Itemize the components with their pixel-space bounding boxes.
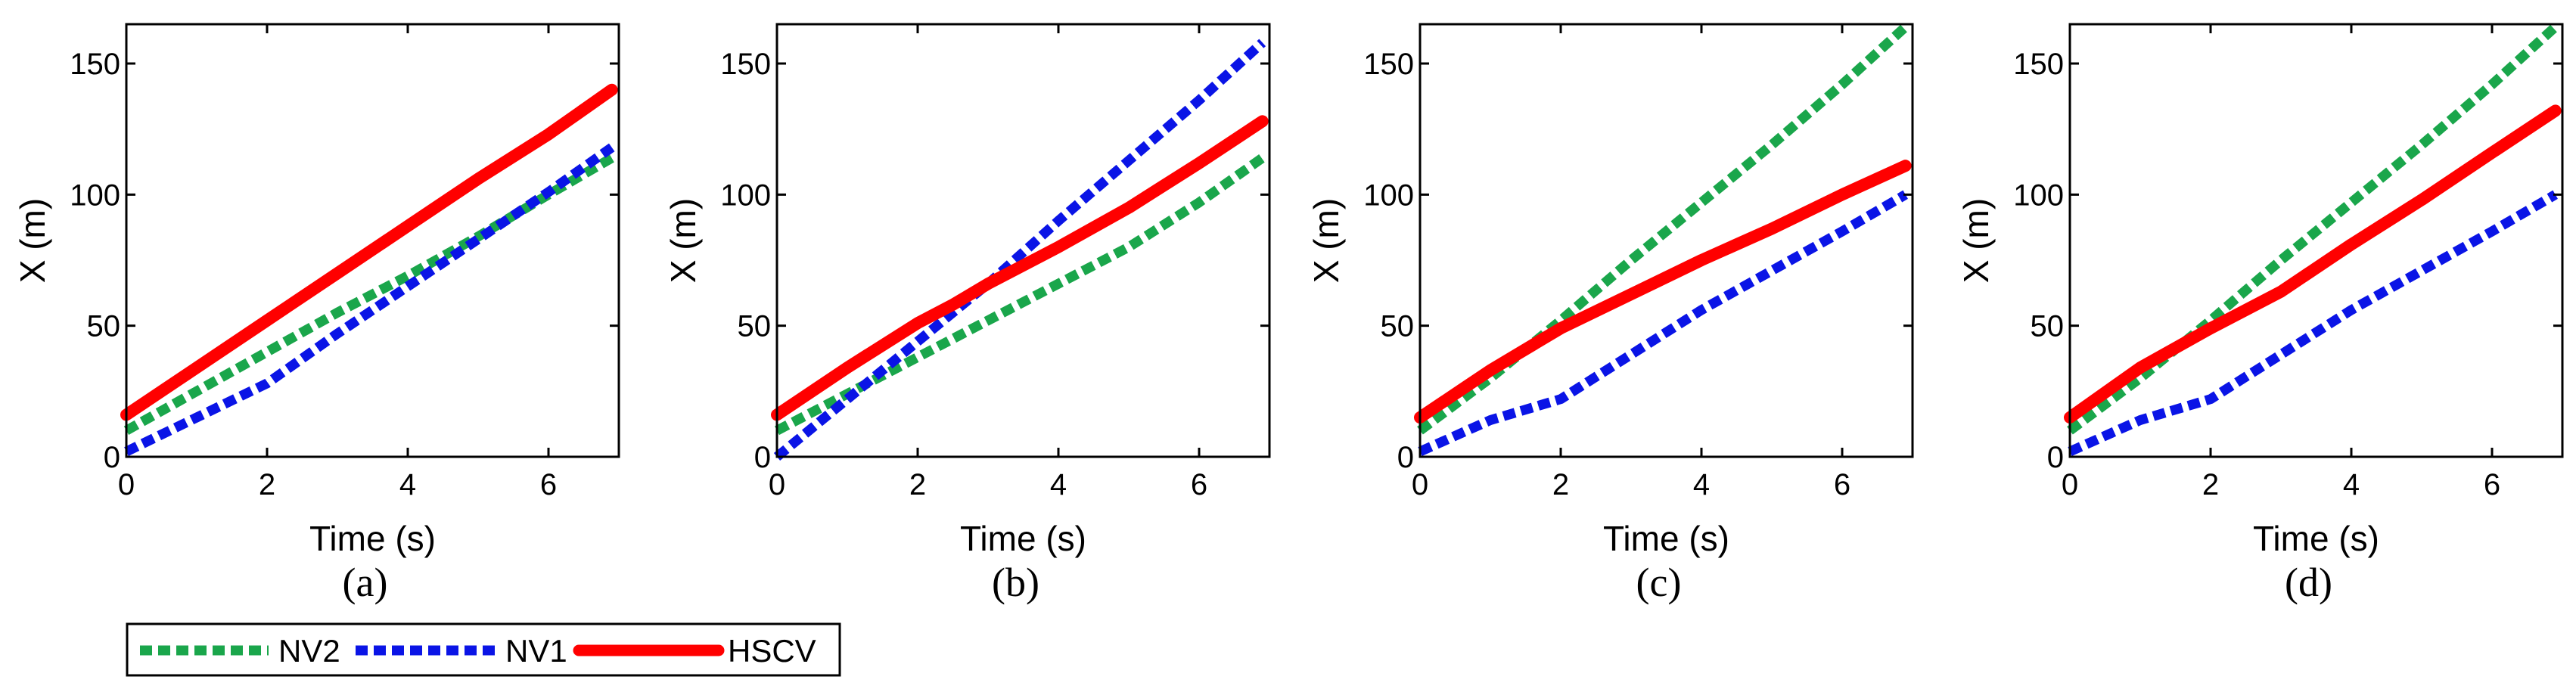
series-line-hscv <box>2064 104 2562 424</box>
y-tick-label: 0 <box>104 441 120 474</box>
x-tick-label: 2 <box>909 468 926 501</box>
x-axis-label: Time (s) <box>1603 519 1729 558</box>
y-tick-label: 50 <box>738 310 772 343</box>
x-tick-label: 0 <box>769 468 785 501</box>
axes-frame <box>1419 23 1914 458</box>
y-axis-label: X (m) <box>13 198 52 283</box>
legend: NV2 NV1 HSCV <box>126 622 841 677</box>
plot-area <box>2070 24 2562 457</box>
chart-panel-2: 0 2 4 6 0 50 100 150 Time (s) X (m) (b) <box>663 23 1271 605</box>
x-tick-label: 2 <box>2202 468 2219 501</box>
y-tick-label: 150 <box>1363 48 1414 81</box>
y-tick-label: 0 <box>1397 441 1414 474</box>
y-tick-label: 150 <box>2013 48 2064 81</box>
panel-caption: (b) <box>992 560 1039 605</box>
x-tick-label: 6 <box>1191 468 1207 501</box>
series-line-hscv <box>1414 160 1912 424</box>
axes-frame <box>125 23 620 458</box>
series-line-hscv <box>771 115 1269 421</box>
legend-label-hscv: HSCV <box>728 633 816 669</box>
x-axis-label: Time (s) <box>2253 519 2379 558</box>
x-tick-label: 4 <box>399 468 416 501</box>
chart-panel-1: 0 2 4 6 0 50 100 150 Time (s) X (m) (a) <box>13 23 620 605</box>
y-tick-label: 0 <box>754 441 771 474</box>
series-line-hscv <box>120 83 618 421</box>
legend-label-nv1: NV1 <box>505 633 567 669</box>
y-tick-label: 50 <box>2031 310 2065 343</box>
chart-panel-3: 0 2 4 6 0 50 100 150 Time (s) X (m) (c) <box>1307 23 1914 605</box>
y-tick-label: 50 <box>1381 310 1415 343</box>
series-line-nv1 <box>2068 190 2558 457</box>
y-axis-label: X (m) <box>1956 198 1996 283</box>
x-tick-label: 6 <box>1834 468 1850 501</box>
x-tick-label: 0 <box>118 468 135 501</box>
chart-panel-4: 0 2 4 6 0 50 100 150 Time (s) X (m) (d) <box>1956 23 2564 605</box>
x-axis-label: Time (s) <box>309 519 436 558</box>
x-tick-label: 6 <box>540 468 557 501</box>
x-tick-label: 4 <box>1050 468 1067 501</box>
y-tick-label: 100 <box>70 178 120 212</box>
x-tick-label: 2 <box>259 468 275 501</box>
y-tick-label: 100 <box>2013 178 2064 212</box>
x-axis-label: Time (s) <box>960 519 1086 558</box>
x-tick-label: 0 <box>1412 468 1428 501</box>
chart-panels: 0 2 4 6 0 50 100 150 Time (s) X (m) (a) 0 2 4 6 0 50 100 1… <box>13 23 2564 605</box>
series-line-nv1 <box>124 143 615 456</box>
y-tick-label: 100 <box>720 178 771 212</box>
y-axis-label: X (m) <box>663 198 703 283</box>
series-line-nv2 <box>774 154 1266 436</box>
panel-caption: (c) <box>1636 560 1682 605</box>
axes-frame <box>775 23 1271 458</box>
series-line-nv1 <box>773 39 1266 461</box>
y-tick-label: 100 <box>1363 178 1414 212</box>
series-line-nv2 <box>1417 23 1909 435</box>
y-tick-label: 150 <box>720 48 771 81</box>
x-tick-label: 0 <box>2062 468 2078 501</box>
y-tick-label: 50 <box>87 310 121 343</box>
legend-label-nv2: NV2 <box>278 633 340 669</box>
panel-caption: (d) <box>2285 560 2332 605</box>
axes-frame <box>2068 23 2564 458</box>
y-tick-label: 150 <box>70 48 120 81</box>
series-line-nv2 <box>123 154 614 435</box>
x-tick-label: 2 <box>1552 468 1569 501</box>
x-tick-label: 4 <box>2343 468 2360 501</box>
x-tick-label: 6 <box>2484 468 2500 501</box>
series-line-nv2 <box>2067 23 2559 435</box>
x-tick-label: 4 <box>1693 468 1710 501</box>
plot-area <box>1420 24 1913 457</box>
y-tick-label: 0 <box>2047 441 2064 474</box>
series-line-nv1 <box>1418 190 1908 457</box>
panel-caption: (a) <box>343 560 388 605</box>
y-axis-label: X (m) <box>1307 198 1346 283</box>
